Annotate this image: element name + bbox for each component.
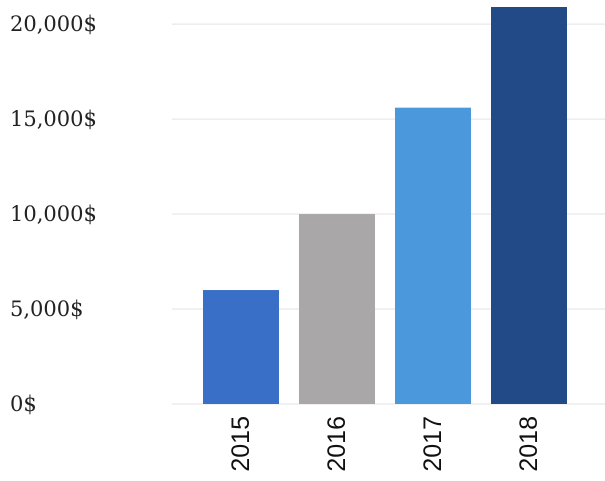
- y-tick-label: 20,000$: [10, 12, 97, 36]
- bar-2017: [395, 107, 471, 404]
- bar-2016: [299, 214, 375, 404]
- y-tick-label: 0$: [10, 392, 37, 416]
- bar-2018: [491, 7, 567, 404]
- y-tick-label: 15,000$: [10, 107, 97, 131]
- x-tick-label: 2018: [515, 416, 543, 472]
- y-axis-tick-labels: 0$ 5,000$ 10,000$ 15,000$ 20,000$: [10, 12, 97, 416]
- y-tick-label: 10,000$: [10, 202, 97, 226]
- bars: [203, 7, 567, 404]
- x-tick-label: 2016: [323, 416, 351, 472]
- y-tick-label: 5,000$: [10, 297, 83, 321]
- bar-2015: [203, 290, 279, 404]
- x-tick-label: 2015: [227, 416, 255, 472]
- x-tick-label: 2017: [419, 416, 447, 472]
- x-axis-category-labels: 2015 2016 2017 2018: [227, 416, 543, 472]
